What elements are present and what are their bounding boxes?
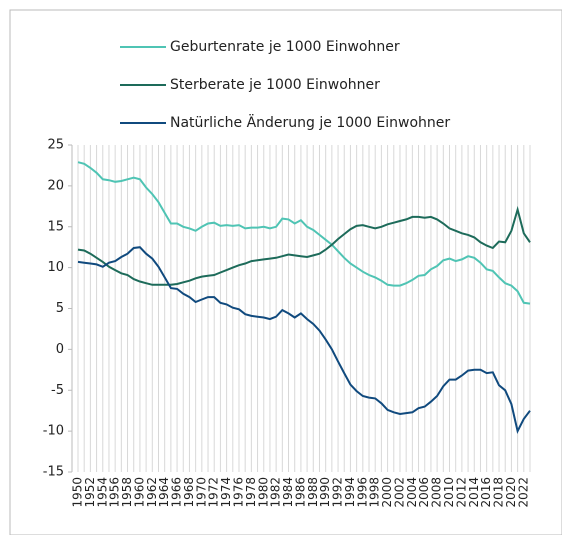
y-tick-label: -10 bbox=[43, 424, 64, 439]
y-tick-label: 25 bbox=[47, 138, 64, 153]
x-tick-label: 2018 bbox=[492, 477, 506, 508]
x-tick-label: 1982 bbox=[269, 477, 283, 508]
x-tick-label: 1996 bbox=[355, 477, 369, 508]
x-tick-label: 1952 bbox=[83, 477, 97, 508]
x-tick-label: 2012 bbox=[454, 477, 468, 508]
x-tick-label: 2020 bbox=[504, 477, 518, 508]
y-tick-label: 20 bbox=[47, 178, 64, 193]
x-tick-label: 1994 bbox=[343, 477, 357, 508]
x-tick-label: 1954 bbox=[95, 477, 109, 508]
x-tick-label: 1986 bbox=[293, 477, 307, 508]
y-tick-label: 0 bbox=[56, 342, 64, 357]
y-tick-label: 15 bbox=[47, 219, 64, 234]
x-tick-label: 1958 bbox=[120, 477, 134, 508]
x-tick-label: 2008 bbox=[430, 477, 444, 508]
x-tick-label: 1980 bbox=[256, 477, 270, 508]
x-tick-label: 2000 bbox=[380, 477, 394, 508]
y-tick-label: -15 bbox=[43, 465, 64, 480]
legend-label: Natürliche Änderung je 1000 Einwohner bbox=[170, 113, 450, 131]
x-tick-label: 1984 bbox=[281, 477, 295, 508]
x-tick-label: 2006 bbox=[417, 477, 431, 508]
x-tick-label: 1978 bbox=[244, 477, 258, 508]
x-tick-label: 1960 bbox=[132, 477, 146, 508]
y-tick-label: -5 bbox=[51, 383, 64, 398]
x-tick-label: 1976 bbox=[231, 477, 245, 508]
x-tick-label: 2010 bbox=[442, 477, 456, 508]
legend-label: Sterberate je 1000 Einwohner bbox=[170, 77, 380, 93]
x-tick-label: 1972 bbox=[207, 477, 221, 508]
x-tick-label: 1992 bbox=[331, 477, 345, 508]
x-tick-label: 1950 bbox=[71, 477, 85, 508]
x-tick-label: 1974 bbox=[219, 477, 233, 508]
x-tick-label: 2016 bbox=[479, 477, 493, 508]
x-tick-label: 1968 bbox=[182, 477, 196, 508]
x-tick-label: 2002 bbox=[392, 477, 406, 508]
x-tick-label: 1970 bbox=[194, 477, 208, 508]
series-line bbox=[77, 161, 531, 305]
x-tick-label: 1998 bbox=[368, 477, 382, 508]
series-line bbox=[77, 205, 531, 286]
y-tick-label: 5 bbox=[56, 301, 64, 316]
x-tick-label: 2014 bbox=[467, 477, 481, 508]
x-tick-label: 1964 bbox=[157, 477, 171, 508]
x-tick-label: 1956 bbox=[108, 477, 122, 508]
x-tick-label: 1988 bbox=[306, 477, 320, 508]
y-tick-label: 10 bbox=[47, 260, 64, 275]
series-line bbox=[77, 246, 531, 435]
x-tick-label: 2004 bbox=[405, 477, 419, 508]
x-tick-label: 2022 bbox=[516, 477, 530, 508]
x-tick-label: 1990 bbox=[318, 477, 332, 508]
x-tick-label: 1966 bbox=[170, 477, 184, 508]
legend-label: Geburtenrate je 1000 Einwohner bbox=[170, 39, 400, 55]
x-tick-label: 1962 bbox=[145, 477, 159, 508]
